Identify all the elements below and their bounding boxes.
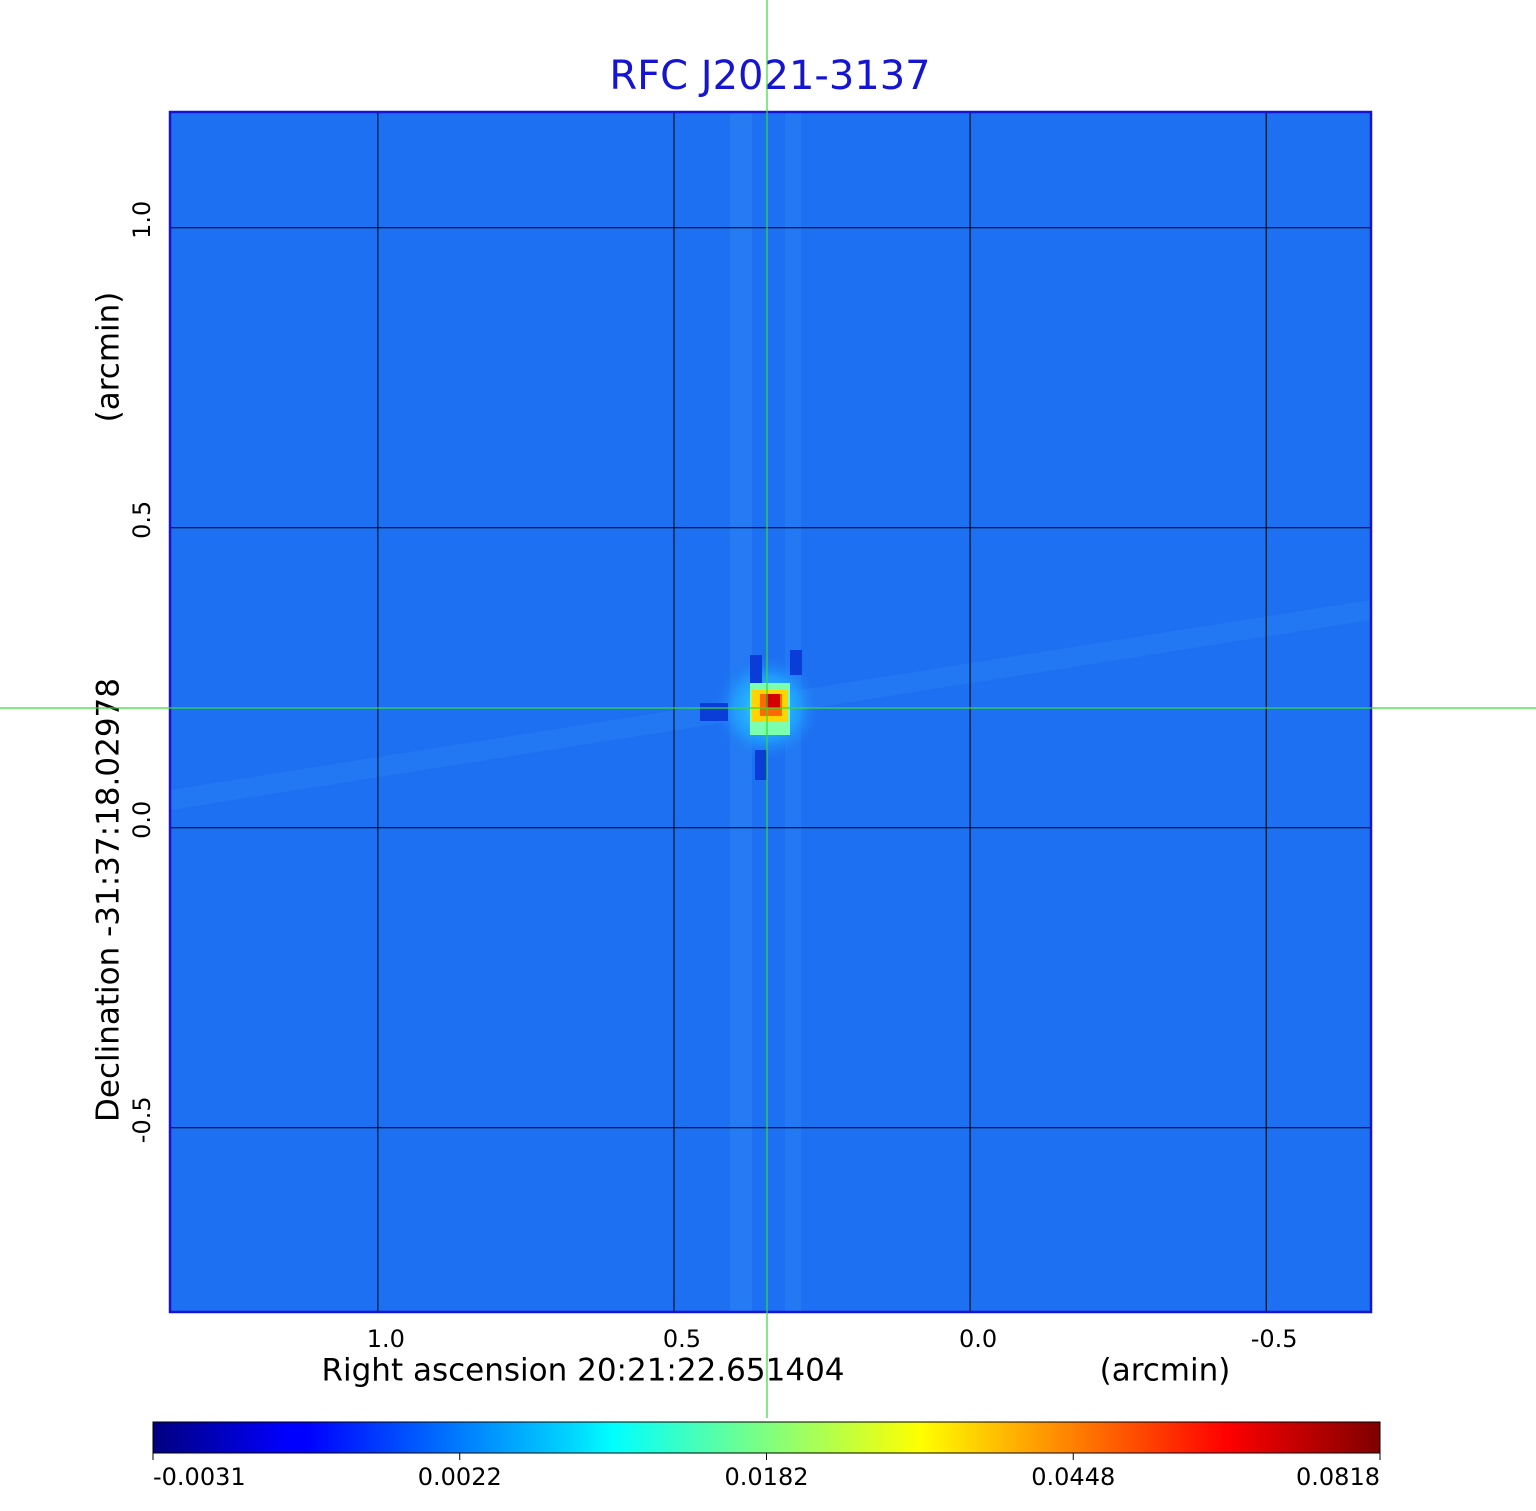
y-tick-label: 1.0 [128, 201, 156, 239]
dark-spot [790, 650, 802, 675]
y-axis-label: Declination -31:37:18.02978 [91, 678, 127, 1122]
colorbar-tick-label: 0.0448 [1031, 1463, 1115, 1491]
y-tick-label: 0.5 [128, 501, 156, 539]
colorbar-tick-label: 0.0818 [1296, 1463, 1380, 1491]
streak [170, 700, 740, 810]
x-axis-unit: (arcmin) [1100, 1353, 1231, 1389]
colorbar-tick-label: 0.0182 [725, 1463, 809, 1491]
y-tick-label: -0.5 [128, 1096, 156, 1143]
colorbar [152, 1421, 1381, 1454]
dark-spot [755, 750, 767, 780]
colorbar-tick-label: 0.0022 [418, 1463, 502, 1491]
y-tick-label: 0.0 [128, 801, 156, 839]
grid [170, 112, 1371, 1312]
chart-title: RFC J2021-3137 [609, 53, 930, 99]
dark-spot [750, 655, 762, 683]
x-axis-label: Right ascension 20:21:22.651404 [321, 1353, 844, 1389]
x-tick-label: 1.0 [367, 1325, 405, 1353]
x-tick-label: -0.5 [1251, 1325, 1298, 1353]
x-tick-label: 0.5 [663, 1325, 701, 1353]
y-axis-unit: (arcmin) [91, 292, 127, 423]
colorbar-tick-label: -0.0031 [153, 1463, 246, 1491]
x-tick-label: 0.0 [959, 1325, 997, 1353]
streak [800, 600, 1371, 710]
source-peak [766, 694, 780, 708]
dark-spot [700, 703, 728, 721]
image [170, 112, 1371, 1312]
plot-frame [168, 110, 1373, 1314]
